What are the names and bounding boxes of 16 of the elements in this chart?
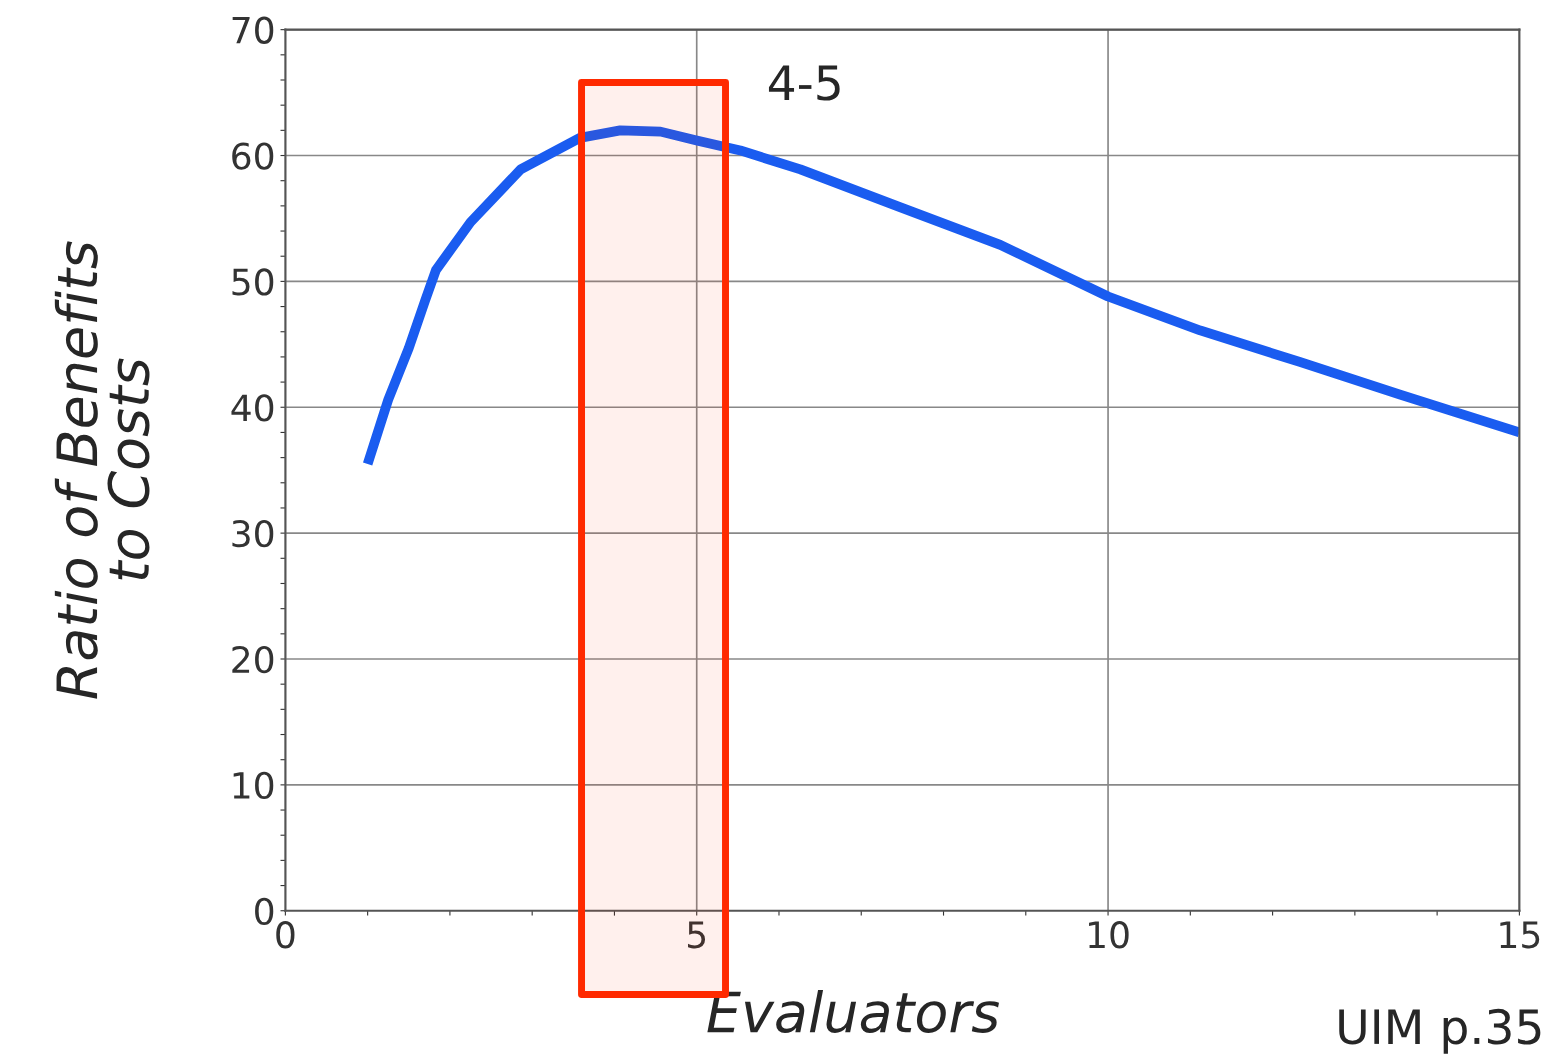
y-tick-label: 50 xyxy=(232,268,274,296)
x-tick-label: 15 xyxy=(1500,921,1540,949)
x-tick-label: 10 xyxy=(1089,921,1129,949)
x-axis-title: Evaluators xyxy=(707,990,999,1034)
y-tick-label: 10 xyxy=(233,771,274,800)
y-axis-title: Ratio of Benefits to Costs xyxy=(54,241,150,699)
y-tick-label: 20 xyxy=(232,645,274,674)
x-tick-label: 0 xyxy=(276,921,295,949)
y-tick-label: 40 xyxy=(231,394,274,422)
y-tick-label: 30 xyxy=(232,520,274,548)
y-tick-label: 60 xyxy=(232,142,274,170)
y-tick-label: 70 xyxy=(232,16,274,44)
text: UIM p.35 xyxy=(1339,1008,1541,1054)
band-label: 4-5 xyxy=(768,65,840,101)
x-tick-label: 5 xyxy=(688,921,706,949)
y-tick-label: 0 xyxy=(255,897,274,925)
